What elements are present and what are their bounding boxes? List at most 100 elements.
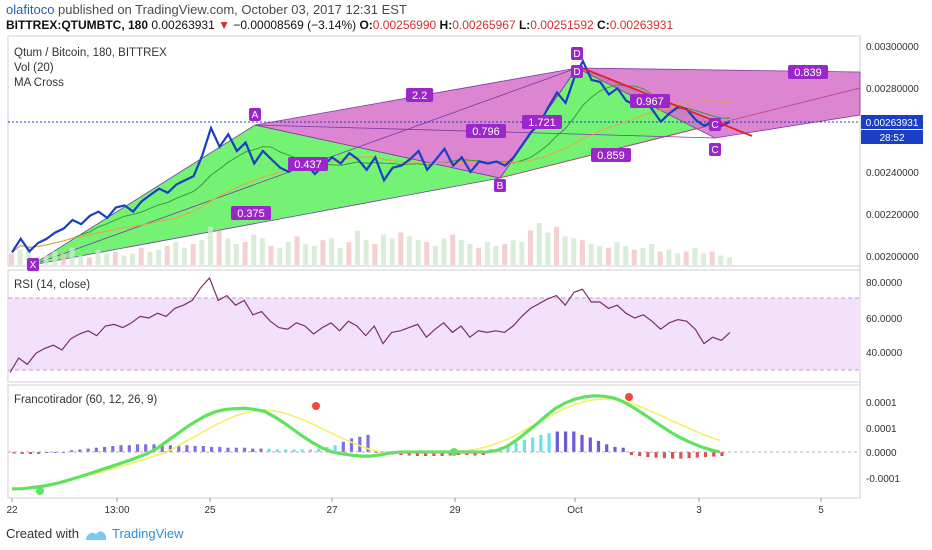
volume-bar [17,249,23,265]
legend-ma[interactable]: MA Cross [14,77,64,89]
histogram-bar [712,452,716,457]
volume-bar [294,236,300,265]
histogram-bar [555,431,559,452]
volume-bar [536,223,542,265]
pattern-ratio-badge [591,148,631,162]
histogram-bar [94,447,98,452]
volume-bar [701,253,706,265]
volume-bar [510,240,516,265]
platform-name: TradingView.com, [135,2,238,17]
volume-bar [268,245,274,265]
volume-bar [519,242,525,265]
time-tick-label: 22 [6,505,18,516]
volume-bars [9,223,732,265]
volume-bar [311,245,317,265]
volume-bar [666,249,672,265]
current-price-tag [861,115,923,129]
volume-bar [147,251,153,265]
histogram-bar [621,447,625,452]
histogram-bar [720,452,724,456]
pattern-point-badge [27,258,39,271]
volume-bar [415,240,421,265]
pattern-ratio-label: 0.437 [294,159,322,171]
legend-title[interactable]: Qtum / Bitcoin, 180, BITTREX [14,47,167,59]
volume-bar [104,253,110,265]
rsi-tick-label: 80.0000 [866,278,903,289]
volume-bar [69,247,75,265]
volume-bar [398,232,404,265]
legend-franco[interactable]: Francotirador (60, 12, 26, 9) [14,394,157,406]
publish-date: October 03, 2017 12:31 EST [241,2,407,17]
histogram-bar [267,448,271,452]
ma-slow-line [11,100,731,253]
histogram-bar [522,440,526,452]
histogram-bar [415,452,419,456]
pattern-point-label: X [30,260,37,271]
histogram-bar [144,444,148,452]
histogram-bar [671,452,675,459]
volume-bar [432,245,438,265]
high-value: 0.00265967 [452,18,516,32]
histogram-bar [531,437,535,452]
time-tick-label: 3 [696,505,702,516]
volume-bar [588,244,594,265]
histogram-bar [564,431,568,452]
volume-bar [52,251,58,265]
histogram-bar [201,446,205,452]
volume-bar [623,245,629,265]
volume-bar [614,242,620,265]
histogram-bar [613,446,617,452]
volume-bar [199,240,205,265]
oscillator-macd-line [12,394,721,491]
published-text: published on [58,2,132,17]
volume-bar [381,234,386,265]
rsi-tick-label: 40.0000 [866,348,903,359]
pattern-ratio-badge [406,88,434,102]
volume-bar [502,244,508,265]
volume-bar [727,257,732,265]
volume-bar [363,240,369,265]
histogram-bar [284,449,288,452]
histogram-bar [259,448,263,452]
legend-rsi[interactable]: RSI (14, close) [14,279,90,291]
histogram-bar [638,452,642,456]
volume-bar [389,238,395,265]
histogram-bar [547,433,551,452]
histogram-bar [111,446,115,452]
volume-bar [329,238,335,265]
low-value: 0.00251592 [530,18,594,32]
oscillator-tick-label: 0.0001 [866,424,897,435]
volume-bar [562,236,568,265]
volume-bar [683,251,689,265]
tradingview-brand[interactable]: TradingView [112,526,184,541]
volume-bar [251,234,257,265]
histogram-bar [333,445,337,452]
oscillator-tick-label: -0.0001 [866,474,900,485]
volume-bar [225,238,231,265]
histogram-bar [234,447,238,452]
volume-bar [675,253,681,265]
pattern-ratio-badge [522,115,562,129]
oscillator-pane[interactable] [7,384,861,499]
publisher-name[interactable]: olafitoco [6,2,55,17]
volume-bar [692,247,698,265]
histogram-bar [646,452,650,458]
volume-bar [9,253,14,265]
price-tick-label: 0.00240000 [866,168,919,179]
histogram-bar [177,445,181,452]
down-arrow-icon: ▼ [218,18,230,32]
histogram-bar [605,444,609,452]
legend-vol[interactable]: Vol (20) [14,62,54,74]
pattern-point-label: B [497,181,504,192]
pattern-ratio-label: 2.2 [412,90,427,102]
histogram-bar [308,449,312,452]
volume-bar [182,247,187,265]
histogram-bar [168,445,172,452]
volume-bar [406,236,412,265]
volume-bar [138,247,144,265]
histogram-bar [218,446,222,452]
histogram-bar [251,448,255,452]
time-tick-label: 27 [326,505,338,516]
histogram-bar [703,452,708,458]
